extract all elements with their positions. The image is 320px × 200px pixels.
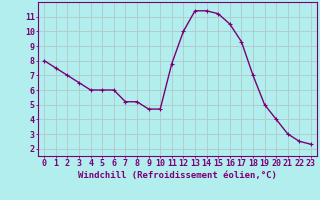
X-axis label: Windchill (Refroidissement éolien,°C): Windchill (Refroidissement éolien,°C) [78, 171, 277, 180]
